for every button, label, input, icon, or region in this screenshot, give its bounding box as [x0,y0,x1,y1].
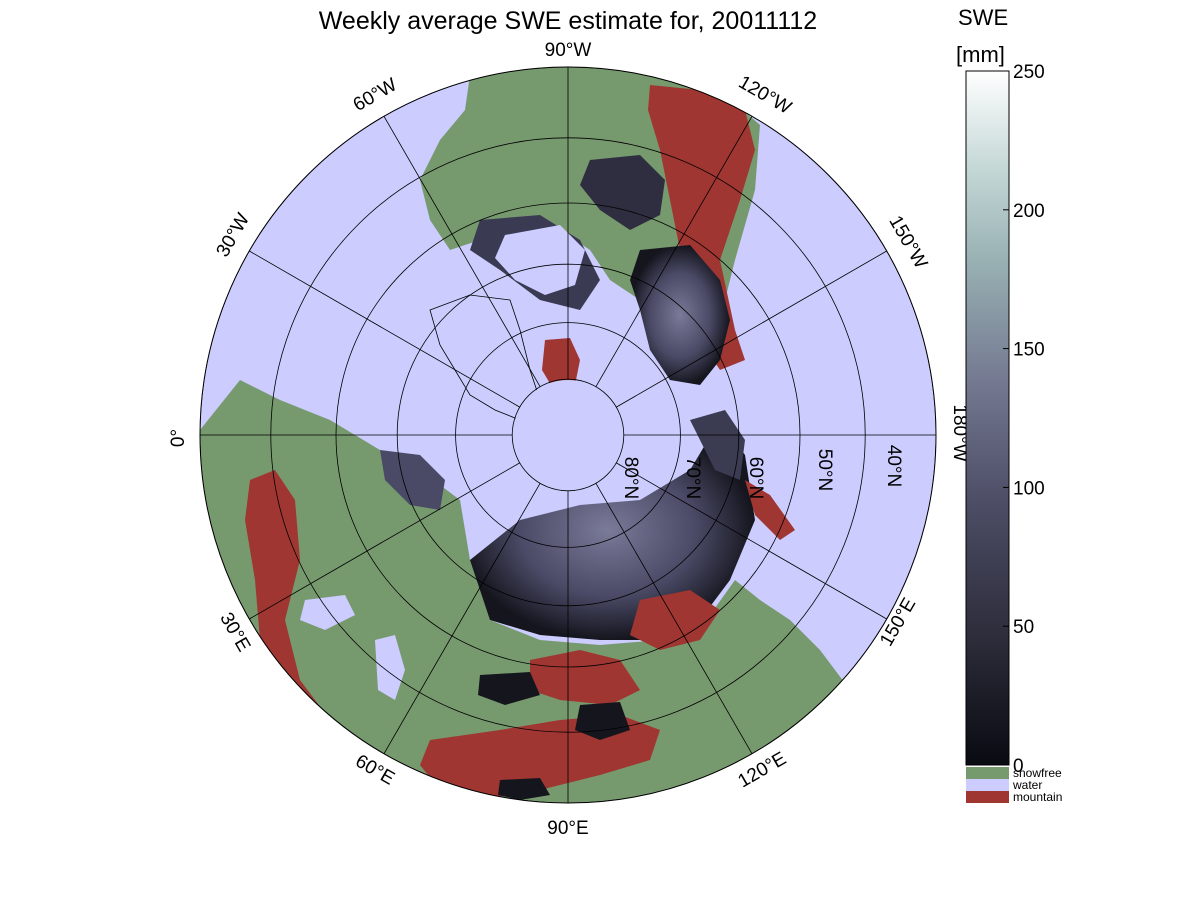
legend-label-snowfree: snowfree [1013,766,1062,780]
north-america-mountain [648,85,755,370]
colorbar-tick-label: 100 [1013,478,1045,499]
colorbar-ticks: 0 50 100 150 200 250 [1003,62,1045,777]
legend-swatch-mountain [966,791,1009,803]
colorbar-tick-label: 250 [1013,62,1045,83]
graticule [200,67,936,803]
parallel-labels: 80°N 70°N 60°N 50°N 40°N [620,445,904,499]
colorbar: SWE [mm] 0 50 100 150 200 250 [956,5,1045,777]
meridian-label-60w: 60°W [350,74,401,116]
mongolia-snow [478,672,540,705]
colorbar-tick-label: 50 [1013,617,1034,638]
legend-label-mountain: mountain [1013,790,1062,804]
parallel-label-70n: 70°N [682,457,703,499]
china-snow [575,702,630,740]
meridian-label-90e: 90°E [547,818,588,839]
map-border [199,66,937,804]
parallel-label-60n: 60°N [745,457,766,499]
polar-map [200,67,936,803]
map-title: Weekly average SWE estimate for, 2001111… [319,7,817,35]
scandinavia-snow [380,450,445,510]
kamchatka-mountain [745,480,795,540]
parallel-label-80n: 80°N [620,457,641,499]
siberia-snow [460,420,755,640]
meridian-line [249,250,520,408]
pole-area [513,380,623,490]
tibet-snow [498,778,550,800]
meridian-line [249,462,520,620]
black-sea [300,595,355,630]
hudson-bay [495,225,585,295]
canada-snow [580,155,665,230]
parallel-label-40n: 40°N [883,445,904,487]
meridian-line [595,116,753,387]
legend-label-water: water [1012,778,1042,792]
eurasia-snowfree [200,380,850,803]
meridian-label-180w: 180°W [949,404,970,461]
colorbar-gradient [965,70,1010,766]
greenland-mountain [542,338,580,392]
meridian-line [383,483,541,754]
east-siberia-snow [690,410,745,480]
caspian-sea [375,635,405,700]
colorbar-tick-label: 200 [1013,201,1045,222]
meridian-label-90w: 90°W [545,40,592,61]
parallel-label-50n: 50°N [814,449,835,491]
legend-swatch-snowfree [966,767,1009,779]
colorbar-header-swe: SWE [958,5,1008,30]
colorbar-tick-label: 0 [1013,756,1024,777]
meridian-line [616,250,887,408]
legend-swatch-water [966,779,1009,791]
alaska-snow [630,245,730,385]
colorbar-tick-label: 150 [1013,340,1045,361]
meridian-line [595,483,753,754]
colorbar-header-unit: [mm] [956,42,1005,67]
central-asia-mountain [530,650,640,705]
europe-mountain [245,470,330,740]
meridian-label-0: 0° [168,429,189,447]
meridian-line [383,116,541,387]
meridian-line [616,462,887,620]
